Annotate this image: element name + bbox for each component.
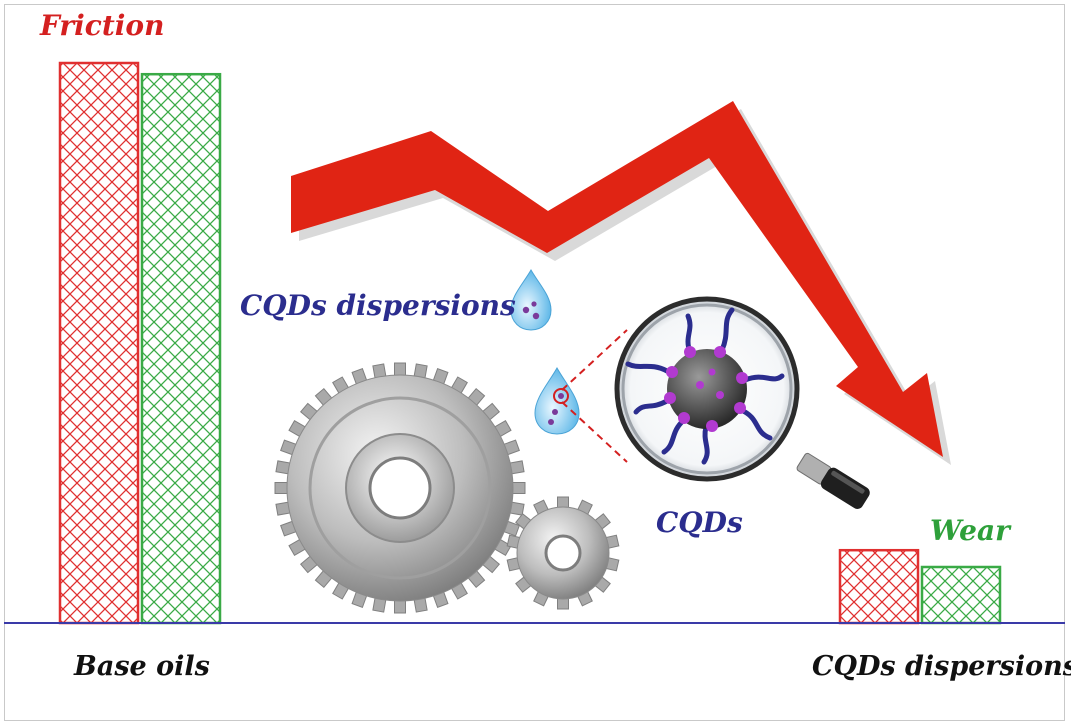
- friction-bar: [58, 61, 140, 625]
- zoom-line: [561, 401, 628, 463]
- cqds-label: CQDs: [656, 506, 743, 539]
- carbon-quantum-dot-icon: [625, 307, 785, 465]
- decrease-arrow-icon: [291, 101, 951, 465]
- cqds-dispersions-category-label: CQDs dispersions: [812, 651, 1071, 682]
- cqds-dispersions-label: CQDs dispersions: [240, 289, 516, 322]
- wear-bar: [920, 565, 1002, 625]
- bar-group: [58, 61, 1002, 625]
- wear-bar: [140, 72, 222, 625]
- wear-label: Wear: [930, 514, 1010, 547]
- base-oils-label: Base oils: [74, 651, 210, 682]
- zoom-line: [561, 329, 628, 391]
- small-gear-icon: [506, 496, 620, 610]
- droplet-icon: [534, 366, 580, 435]
- large-gear-icon: [274, 362, 526, 614]
- droplet-icon: [510, 268, 552, 331]
- friction-label: Friction: [40, 9, 165, 42]
- friction-bar: [838, 548, 920, 625]
